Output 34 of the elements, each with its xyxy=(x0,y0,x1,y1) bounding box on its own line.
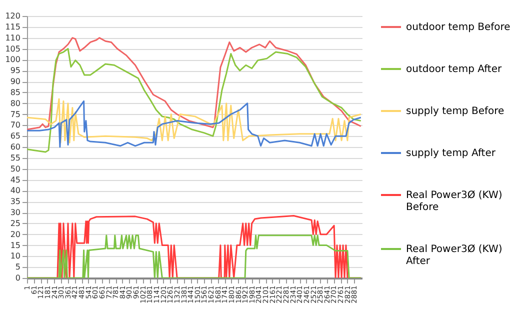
y-tick-label: 30 xyxy=(10,208,20,217)
y-tick-label: 100 xyxy=(5,55,20,64)
legend-label: outdoor temp Before xyxy=(406,22,510,33)
y-tick-label: 40 xyxy=(10,186,20,196)
y-tick-label: 45 xyxy=(10,175,20,184)
y-tick-label: 90 xyxy=(10,77,20,86)
y-tick-label: 25 xyxy=(10,218,20,228)
y-tick-label: 50 xyxy=(10,164,20,174)
y-tick-label: 0 xyxy=(15,274,20,282)
y-tick-label: 55 xyxy=(10,153,20,162)
y-tick-label: 35 xyxy=(10,197,20,206)
y-tick-label: 80 xyxy=(10,98,20,108)
y-tick-label: 60 xyxy=(10,142,20,152)
legend-label: Real Power3Ø (KW) After xyxy=(406,244,502,267)
y-tick-label: 10 xyxy=(10,252,20,261)
y-tick-label: 120 xyxy=(5,12,20,20)
y-tick-label: 20 xyxy=(10,230,20,239)
y-tick-label: 5 xyxy=(15,262,20,272)
y-tick-label: 95 xyxy=(10,66,20,76)
y-tick-label: 65 xyxy=(10,132,20,141)
y-tick-label: 70 xyxy=(10,120,20,130)
y-tick-label: 115 xyxy=(5,22,20,32)
line-series xyxy=(27,234,362,278)
line-series xyxy=(27,48,362,153)
legend-label: supply temp After xyxy=(406,148,496,159)
legend-label: supply temp Before xyxy=(406,106,504,117)
y-tick-label: 105 xyxy=(5,44,20,54)
y-tick-label: 75 xyxy=(10,110,20,119)
legend-label: Real Power3Ø (KW) Before xyxy=(406,190,502,213)
y-tick-label: 85 xyxy=(10,88,20,97)
line-series xyxy=(27,37,362,130)
y-tick-label: 110 xyxy=(5,33,20,42)
legend-label: outdoor temp After xyxy=(406,64,502,75)
y-tick-label: 15 xyxy=(10,240,20,250)
